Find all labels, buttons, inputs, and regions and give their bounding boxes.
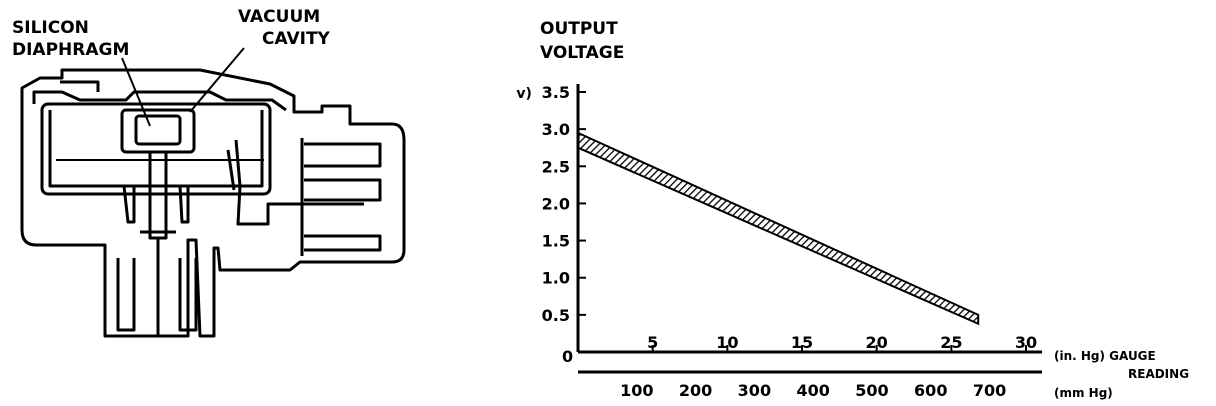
y-tick-label: 1.0: [542, 269, 570, 288]
x-tick-label: 20: [866, 333, 888, 352]
mmhg-tick-label: 400: [796, 381, 829, 400]
silicon-diaphragm-label: SILICON: [12, 18, 89, 38]
x-origin-label: 0: [562, 347, 573, 366]
silicon-diaphragm: [120, 108, 196, 154]
x-axis-label-reading: READING: [1128, 367, 1189, 381]
mmhg-tick-label: 700: [973, 381, 1006, 400]
x-tick-label: 15: [791, 333, 813, 352]
output-voltage-chart: OUTPUT VOLTAGE (v) 0.5 1.0 1.5 2.0 2.5 3.0 3.5…: [516, 19, 1189, 400]
y-tick-label: 1.5: [542, 232, 570, 251]
x-tick-label: 10: [716, 333, 738, 352]
x-tick-label: 5: [647, 333, 658, 352]
chart-title-line2: VOLTAGE: [540, 43, 624, 63]
x-axis-label-inhg: (in. Hg) GAUGE: [1054, 349, 1156, 363]
silicon-diaphragm-label-line2: DIAPHRAGM: [12, 40, 129, 60]
inner-chamber: [40, 102, 272, 196]
silicon-label-line2: DIAPHRAGM: [12, 40, 130, 60]
sensor-housing: [20, 68, 406, 338]
silicon-label-line1: SILICON: [12, 18, 89, 38]
connector: [304, 142, 382, 168]
vacuum-label-line2: CAVITY: [262, 29, 330, 49]
y-tick-label: 0.5: [542, 306, 570, 325]
y-tick-label: 2.0: [542, 194, 570, 213]
silicon-diaphragm-leader: [121, 57, 151, 127]
vacuum-label-line1: VACUUM: [238, 7, 321, 27]
mmhg-tick-label: 200: [679, 381, 712, 400]
chart-title-line1: OUTPUT: [540, 19, 618, 39]
vacuum-cavity-label-line2: CAVITY: [262, 29, 330, 49]
mmhg-tick-label: 300: [738, 381, 771, 400]
output-voltage-band: [577, 131, 980, 326]
y-tick-label: 3.5: [542, 83, 570, 102]
top-cap: [32, 90, 287, 112]
x-tick-label: 25: [940, 333, 962, 352]
x-tick-label: 30: [1015, 333, 1037, 352]
y-axis-unit-label: (v): [516, 86, 532, 102]
vacuum-cavity-label: VACUUM: [238, 7, 320, 27]
y-tick-label: 3.0: [542, 120, 570, 139]
pressure-sensor-cross-section: [20, 47, 406, 338]
vacuum-cavity-leader: [189, 47, 245, 113]
mmhg-tick-label: 500: [855, 381, 888, 400]
mmhg-tick-label: 100: [620, 381, 653, 400]
x-axis-label-mmhg: (mm Hg): [1054, 386, 1113, 400]
mmhg-tick-label: 600: [914, 381, 947, 400]
y-tick-label: 2.5: [542, 157, 570, 176]
